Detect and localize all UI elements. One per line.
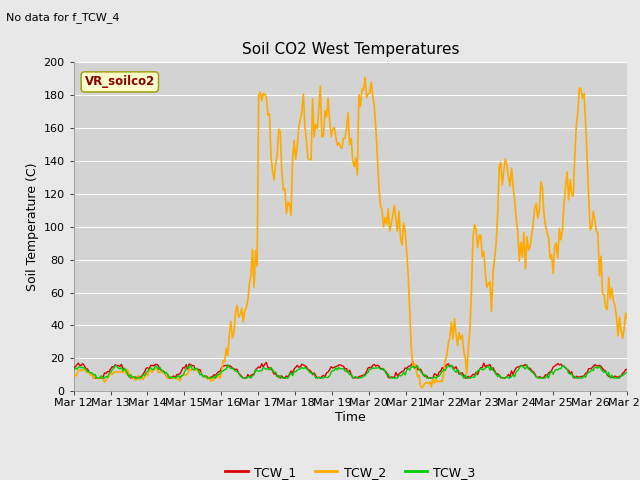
- X-axis label: Time: Time: [335, 411, 366, 424]
- Y-axis label: Soil Temperature (C): Soil Temperature (C): [26, 163, 39, 291]
- Text: No data for f_TCW_4: No data for f_TCW_4: [6, 12, 120, 23]
- Title: Soil CO2 West Temperatures: Soil CO2 West Temperatures: [242, 42, 459, 57]
- Text: VR_soilco2: VR_soilco2: [84, 75, 155, 88]
- Legend: TCW_1, TCW_2, TCW_3: TCW_1, TCW_2, TCW_3: [220, 461, 481, 480]
